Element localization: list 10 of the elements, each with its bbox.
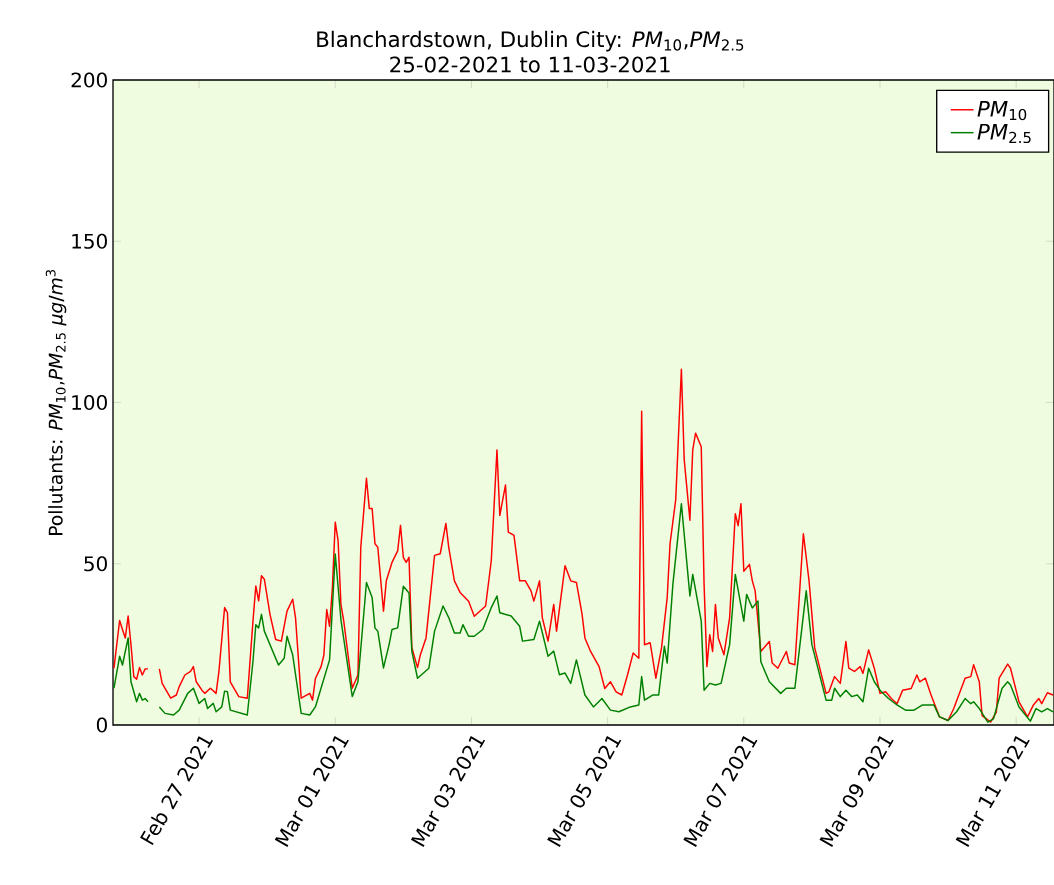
legend-label: PM$_{2.5}$ [977,123,1031,144]
y-tick-label: 0 [96,717,107,733]
chart-subtitle: 25-02-2021 to 11-03-2021 [390,56,670,73]
y-tick-label: 100 [72,394,107,411]
y-tick-label: 200 [71,72,107,88]
y-tick-label: 50 [84,556,107,572]
y-tick-label: 150 [72,233,107,249]
legend-label: PM$_{10}$ [977,100,1027,121]
chart-title: Blanchardstown, Dublin City: PM$_{10}$,PM$_{2.5}$ [317,30,744,52]
text: Pollutants: PM$_{10}$,PM$_{2.5}$ μg/m$^{3}$ [45,269,67,535]
